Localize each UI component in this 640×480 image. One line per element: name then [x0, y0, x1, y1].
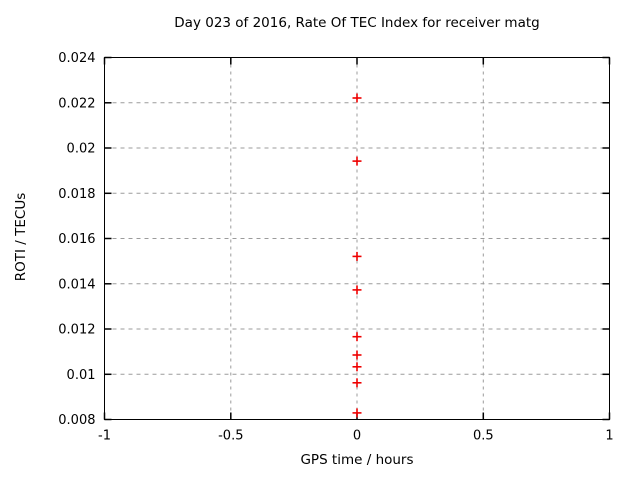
x-tick-label: 1 [605, 429, 613, 444]
y-tick-label: 0.01 [67, 368, 96, 383]
y-tick-label: 0.02 [67, 142, 96, 157]
x-tick-label: 0.5 [473, 429, 494, 444]
plot-border [104, 57, 610, 420]
y-tick-label: 0.024 [58, 51, 95, 66]
y-axis-label: ROTI / TECUs [13, 192, 29, 282]
x-tick-label: 0 [353, 429, 361, 444]
y-tick-label: 0.016 [58, 232, 95, 247]
y-tick-label: 0.014 [58, 277, 95, 292]
x-tick-label: -0.5 [218, 429, 243, 444]
y-tick-label: 0.022 [58, 96, 95, 111]
x-tick-label: -1 [98, 429, 111, 444]
x-axis-label: GPS time / hours [300, 452, 414, 468]
y-tick-label: 0.012 [58, 323, 95, 338]
y-tick-label: 0.018 [58, 187, 95, 202]
y-tick-label: 0.008 [58, 413, 95, 428]
chart-title: Day 023 of 2016, Rate Of TEC Index for r… [174, 15, 540, 31]
